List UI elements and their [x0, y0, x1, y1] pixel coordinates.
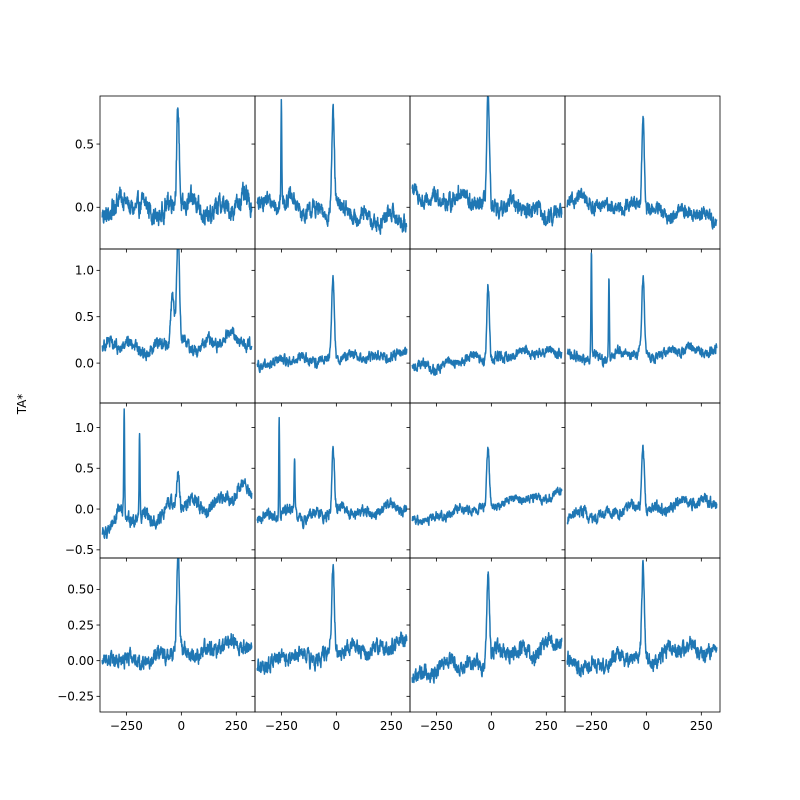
- y-tick-label: 0.5: [75, 137, 94, 151]
- spectrum-line-r2-c1: [256, 416, 408, 530]
- x-tick-label: 250: [535, 719, 558, 733]
- x-tick-label: 0: [178, 719, 186, 733]
- spectrum-line-r0-c2: [411, 96, 563, 227]
- x-tick-label: 0: [333, 719, 341, 733]
- panel-frame: [564, 557, 721, 713]
- y-tick-label: 0.0: [75, 502, 94, 516]
- x-tick-label: −250: [110, 719, 143, 733]
- spectrum-line-r0-c0: [101, 107, 253, 227]
- spectrum-line-r3-c0: [101, 558, 253, 671]
- y-tick-label: 0.50: [67, 583, 94, 597]
- x-tick-label: −250: [420, 719, 453, 733]
- spectrum-line-r1-c2: [411, 283, 563, 376]
- x-tick-label: 250: [380, 719, 403, 733]
- y-axis-label: TA*: [15, 394, 29, 416]
- spectrum-line-r3-c2: [411, 571, 563, 684]
- x-tick-label: 250: [225, 719, 248, 733]
- spectrum-line-r2-c0: [101, 408, 253, 539]
- spectrum-line-r1-c0: [101, 249, 253, 362]
- spectrum-line-r2-c3: [566, 444, 718, 525]
- y-tick-label: 1.0: [75, 421, 94, 435]
- spectrum-line-r2-c2: [411, 446, 563, 527]
- x-tick-label: 0: [488, 719, 496, 733]
- x-tick-label: 0: [643, 719, 651, 733]
- y-tick-label: −0.25: [57, 690, 94, 704]
- y-tick-label: 0.5: [75, 310, 94, 324]
- y-tick-label: 0.5: [75, 462, 94, 476]
- spectrum-line-r1-c3: [566, 252, 718, 368]
- x-tick-label: −250: [265, 719, 298, 733]
- ticks-layer: 0.0 0.5 0.0 0.5 1.0 −0.5 0.0 0.5 1.0 −0.25 0.00 0.2…: [57, 137, 713, 733]
- spectrum-line-r1-c1: [256, 274, 408, 374]
- spectrum-line-r0-c3: [566, 115, 718, 230]
- spectrum-line-r3-c1: [256, 563, 408, 675]
- y-tick-label: −0.5: [65, 543, 94, 557]
- panels-layer: [99, 95, 721, 713]
- spectrum-line-r3-c3: [566, 559, 718, 678]
- y-tick-label: 0.25: [67, 618, 94, 632]
- y-tick-label: 0.0: [75, 201, 94, 215]
- y-tick-label: 0.00: [67, 654, 94, 668]
- y-tick-label: 0.0: [75, 356, 94, 370]
- y-tick-label: 1.0: [75, 264, 94, 278]
- panel-r3-c3: [564, 557, 721, 713]
- x-tick-label: −250: [575, 719, 608, 733]
- spectrum-line-r0-c1: [256, 98, 408, 235]
- x-tick-label: 250: [690, 719, 713, 733]
